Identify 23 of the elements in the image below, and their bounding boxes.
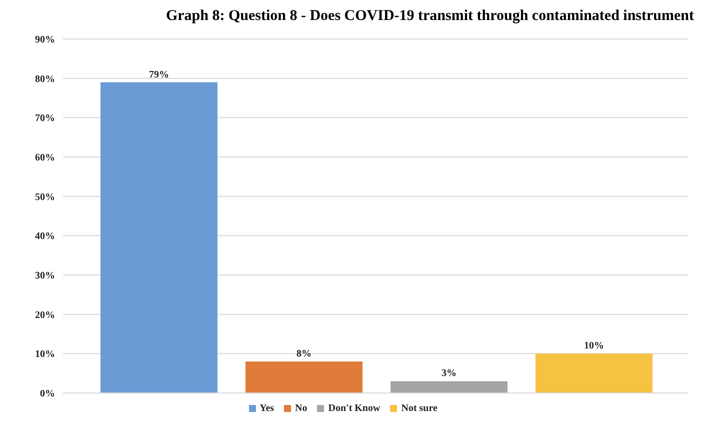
y-tick-label: 50% [35,192,55,203]
y-tick-label: 20% [35,310,55,321]
bar [246,362,362,393]
y-tick-label: 70% [35,113,55,124]
y-tick-label: 90% [35,34,55,46]
legend-label: Yes [260,403,274,414]
legend-label: Don't Know [328,403,380,414]
y-tick-label: 60% [35,152,55,164]
y-tick-label: 10% [35,349,55,360]
data-label: 3% [442,368,456,380]
bar [536,354,652,393]
chart-title: Graph 8: Question 8 - Does COVID-19 transmit through contaminated instrument [164,8,695,25]
legend-label: No [295,403,308,414]
y-tick-label: 40% [35,231,55,242]
data-label: 79% [149,69,169,80]
y-tick-label: 30% [35,270,55,282]
data-label: 8% [296,348,312,360]
legend-label: Not sure [401,403,438,414]
bar [390,381,508,393]
y-tick-label: 0% [40,388,55,400]
bar [100,82,218,393]
y-tick-label: 80% [35,74,55,85]
data-label: 10% [584,340,604,352]
